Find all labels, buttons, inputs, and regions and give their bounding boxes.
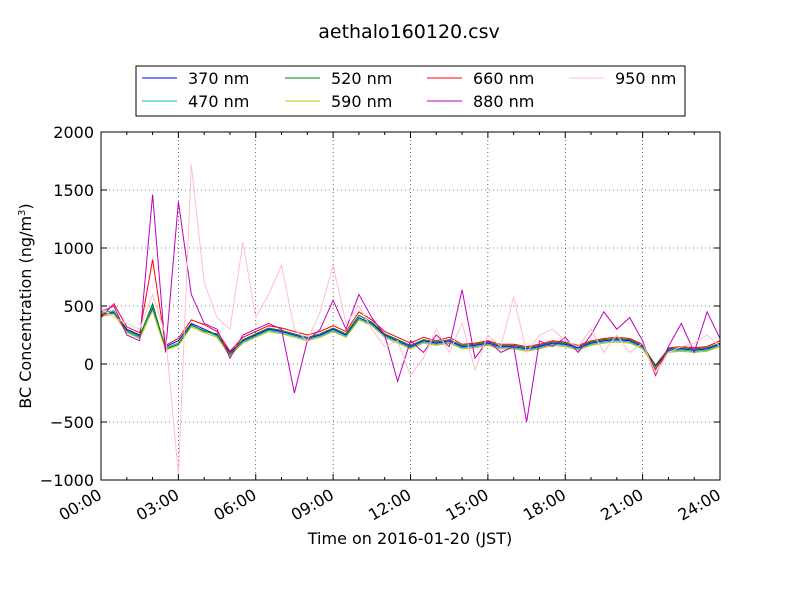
series-line-880-nm [100,194,721,423]
series-line-470-nm [100,304,721,369]
chart-title: aethalo160120.csv [318,21,500,43]
legend: 370 nm 470 nm 520 nm 590 nm 660 nm 880 nm 950 … [135,65,686,117]
y-axis-label-close: ) [16,203,35,209]
legend-label: 880 nm [473,92,534,111]
y-axis-label-main: BC Concentration (ng/m [16,216,35,409]
y-tick-label: 1500 [53,181,94,200]
y-tick-label: 0 [84,355,94,374]
y-tick-label: −500 [50,413,94,432]
y-tick-label: 500 [63,297,94,316]
y-tick-label: 1000 [53,239,94,258]
y-axis-label: BC Concentration (ng/m3) [16,203,35,408]
series-group [100,164,721,475]
ticks [100,131,721,481]
legend-entries: 370 nm 470 nm 520 nm 590 nm 660 nm 880 nm 950 … [142,69,676,111]
series-line-370-nm [100,306,721,368]
y-axis-label-superscript: 3 [17,210,28,216]
legend-label: 590 nm [331,92,392,111]
y-tick-labels: −1000 −500 0 500 1000 1500 2000 [40,123,94,490]
x-axis-label: Time on 2016-01-20 (JST) [307,529,512,548]
legend-label: 520 nm [331,69,392,88]
legend-box [135,65,686,117]
series-line-590-nm [100,309,721,370]
y-tick-label: 2000 [53,123,94,142]
legend-label: 370 nm [188,69,249,88]
legend-label: 470 nm [188,92,249,111]
series-line-520-nm [100,302,721,367]
legend-label: 950 nm [615,69,676,88]
series-line-950-nm [100,164,721,475]
legend-label: 660 nm [473,69,534,88]
y-tick-label: −1000 [40,471,94,490]
series-line-660-nm [100,259,721,371]
